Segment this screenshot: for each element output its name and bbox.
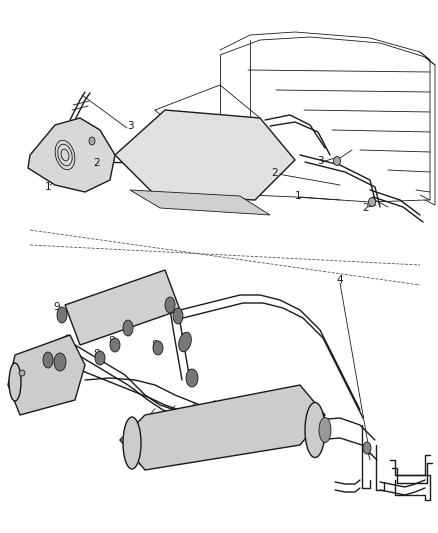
Ellipse shape [123, 417, 141, 469]
Ellipse shape [186, 369, 198, 387]
Text: 6: 6 [187, 369, 193, 379]
Ellipse shape [368, 198, 375, 206]
Text: 4: 4 [337, 275, 343, 285]
Text: 2: 2 [272, 168, 278, 178]
Text: 11: 11 [18, 364, 31, 374]
Text: 10: 10 [150, 289, 163, 299]
Ellipse shape [123, 320, 133, 336]
Polygon shape [120, 385, 325, 470]
Text: 1: 1 [45, 182, 51, 192]
Ellipse shape [89, 137, 95, 145]
Text: 2: 2 [94, 158, 100, 168]
Ellipse shape [333, 157, 340, 166]
Ellipse shape [110, 338, 120, 352]
Text: 9: 9 [54, 302, 60, 312]
Ellipse shape [179, 332, 191, 352]
Polygon shape [115, 110, 295, 200]
Ellipse shape [95, 351, 105, 365]
Text: 8: 8 [94, 349, 100, 359]
Ellipse shape [19, 370, 25, 376]
Text: 3: 3 [127, 121, 133, 131]
Polygon shape [130, 190, 270, 215]
Ellipse shape [363, 442, 371, 454]
Ellipse shape [173, 308, 183, 324]
Ellipse shape [153, 341, 163, 355]
Text: 1: 1 [295, 191, 301, 201]
Text: 7: 7 [180, 333, 186, 343]
Text: 8: 8 [109, 336, 115, 346]
Polygon shape [65, 270, 180, 345]
Text: 8: 8 [152, 340, 158, 350]
Ellipse shape [305, 402, 325, 457]
Text: 3: 3 [317, 156, 323, 166]
Text: 9: 9 [41, 351, 47, 361]
Text: 6: 6 [59, 353, 65, 363]
Text: 5: 5 [137, 457, 143, 467]
Text: 9: 9 [167, 297, 173, 307]
Ellipse shape [319, 417, 331, 442]
Polygon shape [28, 118, 115, 192]
Ellipse shape [43, 352, 53, 368]
Text: 9: 9 [172, 308, 178, 318]
Ellipse shape [9, 363, 21, 401]
Text: 2: 2 [363, 203, 369, 213]
Ellipse shape [57, 307, 67, 323]
Ellipse shape [165, 297, 175, 313]
Ellipse shape [54, 353, 66, 371]
Polygon shape [8, 335, 85, 415]
